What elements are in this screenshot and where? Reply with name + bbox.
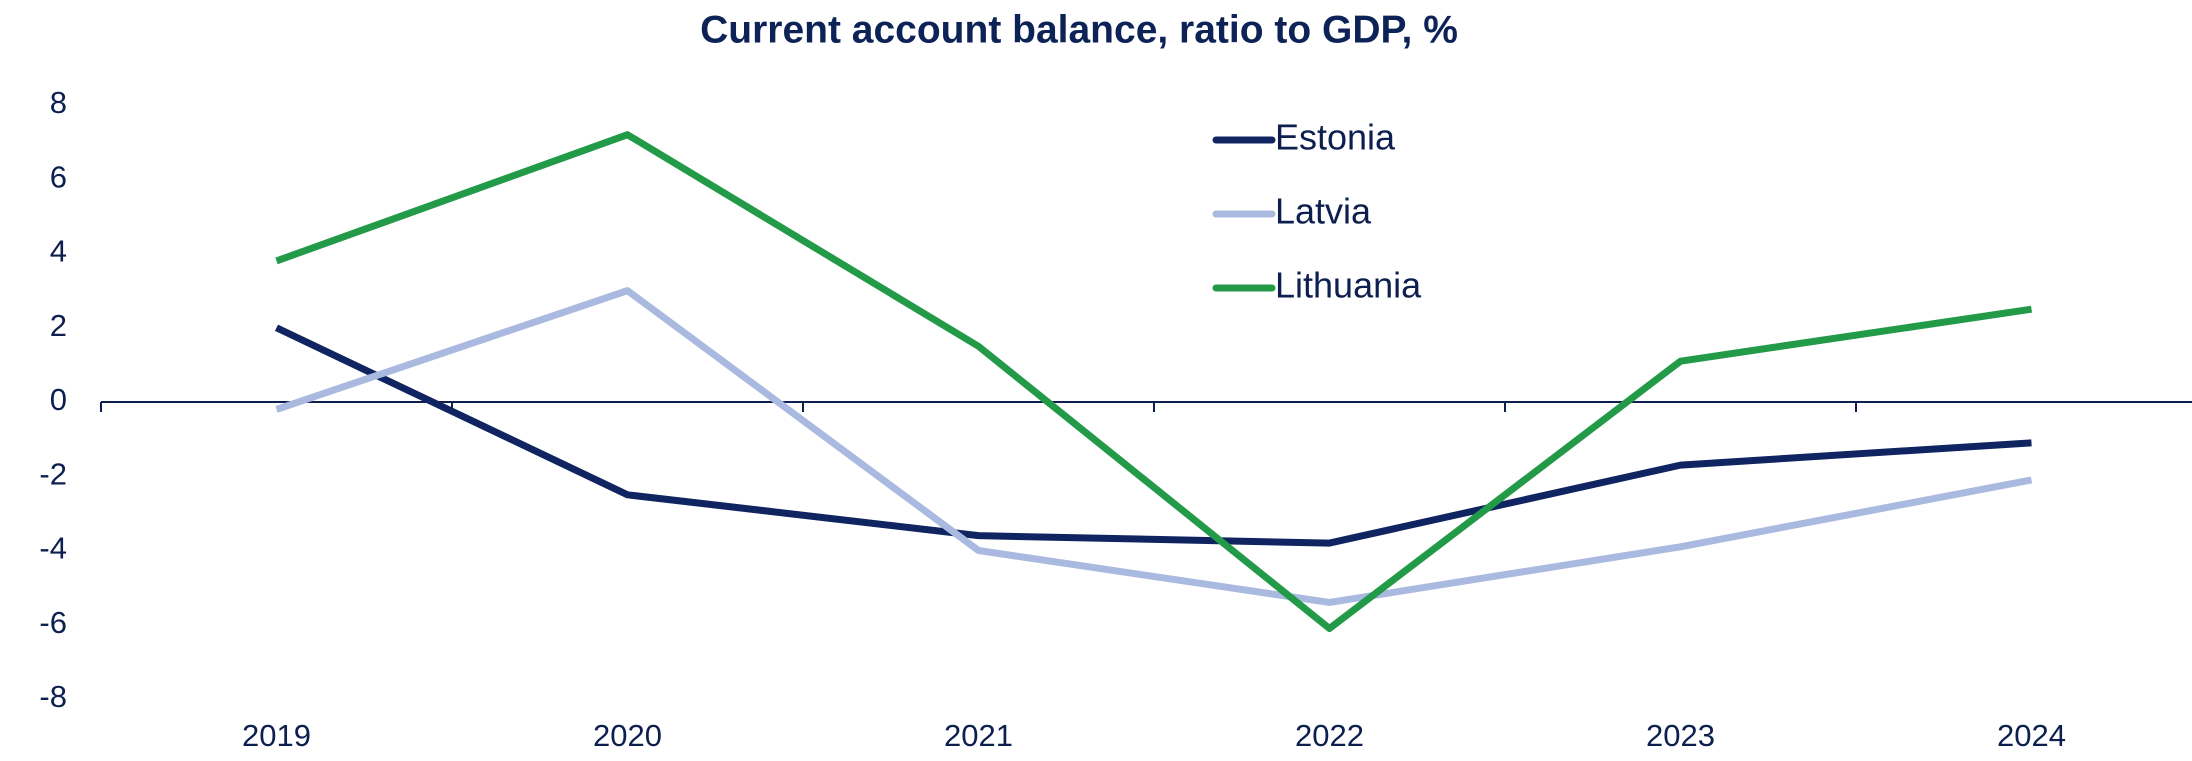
x-tick-label: 2023 [1646,718,1715,753]
x-tick-label: 2019 [242,718,311,753]
y-tick-label: 2 [50,308,67,343]
y-tick-label: -6 [39,605,67,640]
x-tick-label: 2024 [1997,718,2066,753]
series-line [275,287,2033,606]
y-tick-label: 0 [50,382,67,417]
y-tick-label: 4 [50,234,67,269]
legend-label: Estonia [1275,117,1396,158]
series-line [275,131,2033,632]
legend-label: Lithuania [1275,265,1422,306]
x-tick-label: 2020 [593,718,662,753]
x-tick-label: 2021 [944,718,1013,753]
y-tick-label: -2 [39,456,67,491]
y-tick-label: 8 [50,85,67,120]
legend-label: Latvia [1275,191,1372,232]
y-tick-label: -8 [39,679,67,714]
chart-title: Current account balance, ratio to GDP, % [700,8,1458,51]
y-tick-label: -4 [39,531,67,566]
series-line [274,324,2032,547]
y-tick-label: 6 [50,159,67,194]
x-tick-label: 2022 [1295,718,1364,753]
